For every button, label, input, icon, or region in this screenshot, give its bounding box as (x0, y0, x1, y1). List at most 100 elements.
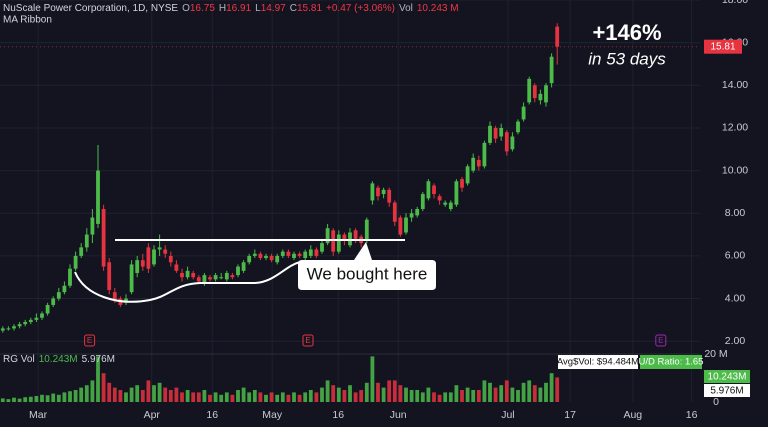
candle-body (0, 328, 5, 331)
volume-bar (252, 390, 257, 402)
candle-body (157, 247, 162, 250)
volume-bar (107, 382, 112, 402)
candle-body (79, 247, 84, 256)
candle-body (392, 202, 397, 222)
volume-bar (168, 390, 173, 402)
candle-body (538, 93, 543, 101)
volume-bar (426, 387, 431, 402)
volume-bar (420, 392, 425, 402)
volume-tick-label: 0 (713, 396, 719, 408)
volume-bar (437, 394, 442, 402)
volume-bar (152, 385, 156, 402)
volume-bar (460, 390, 464, 402)
candle-body (202, 275, 207, 284)
candle-body (325, 228, 330, 244)
volume-bar (247, 392, 252, 402)
volume-bar (73, 390, 78, 402)
header-item: H (219, 3, 226, 14)
candle-body (196, 277, 201, 282)
volume-bar (79, 387, 84, 402)
volume-bar (40, 394, 44, 402)
volume-bar (62, 392, 67, 402)
volume-bar (6, 399, 11, 402)
earnings-marker (655, 334, 667, 347)
volume-bar (174, 387, 179, 402)
x-tick-label: Jun (390, 409, 407, 421)
volume-name: RG Vol 10.243M 5.976M (3, 354, 115, 365)
volume-bar (28, 396, 33, 402)
volume-bar (17, 398, 22, 402)
callout-box (298, 242, 436, 290)
header-item: 10.243 M (417, 3, 459, 14)
volume-bar (286, 394, 291, 402)
candle-body (208, 277, 212, 280)
x-tick-label: 16 (332, 409, 344, 421)
volume-bar (516, 390, 520, 402)
y-tick-label: 18.00 (722, 0, 748, 6)
callout-text: We bought here (307, 264, 428, 283)
volume-bar (443, 392, 448, 402)
candle-body (174, 264, 179, 271)
volume-bar (185, 390, 190, 402)
volume-bar (124, 392, 128, 402)
volume-bar (465, 387, 470, 402)
candle-body (6, 328, 11, 330)
volume-bar (129, 387, 134, 402)
volume-bar (353, 392, 358, 402)
header-item: L (255, 3, 261, 14)
candle-body (303, 251, 308, 259)
volume-bar (196, 392, 201, 402)
grid (0, 0, 700, 402)
candle-body (180, 272, 184, 278)
volume-bar (493, 387, 498, 402)
candle-body (549, 56, 554, 84)
volume-bar (140, 390, 145, 402)
candle-body (398, 217, 403, 235)
x-tick-label: May (262, 409, 283, 421)
candle-body (320, 243, 324, 252)
volume-bar (236, 390, 240, 402)
earnings-label: E (305, 336, 310, 345)
volume-price-box (704, 370, 750, 383)
gain-period: in 53 days (588, 49, 666, 68)
candle-body (292, 253, 296, 259)
candle-body (544, 85, 548, 103)
volume-tick-label: 20 M (704, 348, 727, 360)
candle-body (96, 170, 100, 224)
volume-bar (297, 394, 302, 402)
candle-body (432, 185, 436, 195)
volume-bar (482, 380, 487, 402)
cup-line (74, 261, 301, 303)
candle-body (286, 251, 291, 256)
candle-body (230, 275, 235, 278)
volume-avg-label: 5.976M (710, 386, 743, 397)
volume-bar (359, 390, 364, 402)
candle-body (504, 132, 509, 152)
volume-bar (404, 387, 408, 402)
volume-bar (342, 390, 347, 402)
header-item: 15.81 (297, 3, 322, 14)
candle-body (527, 78, 532, 103)
y-tick-label: 4.00 (725, 292, 746, 304)
volume-bar (499, 385, 504, 402)
candle-body (437, 196, 442, 201)
candle-body (493, 127, 498, 139)
volume-title: RG Vol (3, 354, 35, 365)
volume-bar (157, 382, 162, 402)
candle-body (448, 202, 453, 209)
volume-bar (432, 392, 436, 402)
x-tick-label: Jul (501, 409, 514, 421)
header-item: C (290, 3, 297, 14)
candle-body (348, 232, 352, 246)
candle-body (12, 326, 16, 329)
gain-label: +146% (592, 20, 661, 45)
indicator-name: MA Ribbon (3, 15, 52, 26)
volume-bar (146, 380, 151, 402)
candle-body (219, 277, 224, 279)
volume-bar (331, 385, 336, 402)
volume-bar (34, 396, 39, 402)
candle-body (471, 157, 476, 171)
candle-body (336, 234, 341, 252)
volume-bar (180, 392, 184, 402)
